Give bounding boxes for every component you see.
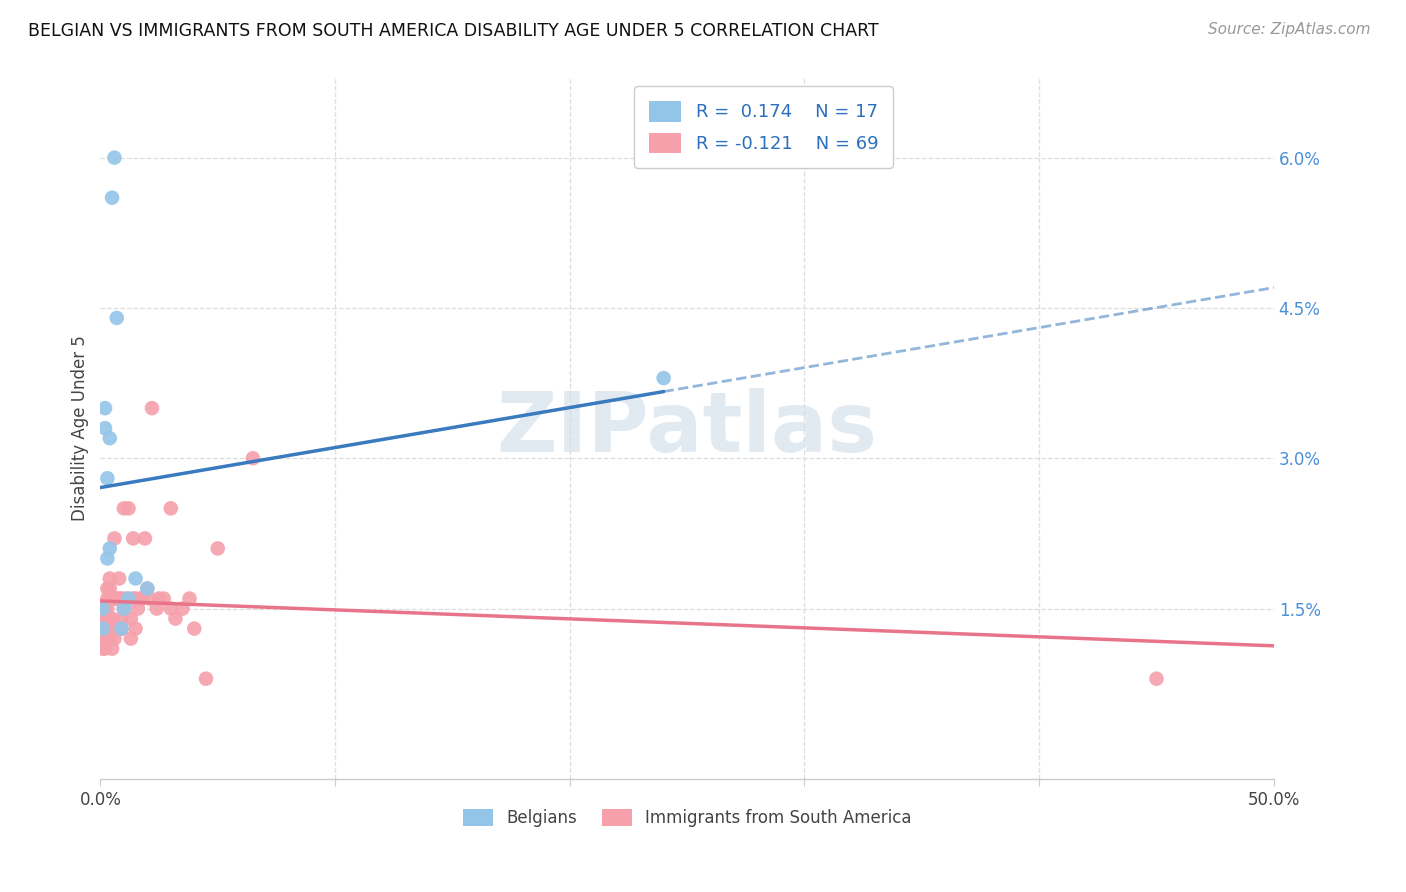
Point [94, 601, 117, 615]
Point [145, 601, 167, 615]
Point [207, 541, 229, 556]
Point [127, 601, 149, 615]
Text: BELGIAN VS IMMIGRANTS FROM SOUTH AMERICA DISABILITY AGE UNDER 5 CORRELATION CHAR: BELGIAN VS IMMIGRANTS FROM SOUTH AMERICA… [28, 22, 879, 40]
Point [103, 151, 125, 165]
Point [98, 591, 121, 606]
Point [96, 551, 118, 566]
Point [98, 541, 121, 556]
Point [94, 622, 117, 636]
Point [1146, 672, 1168, 686]
Point [91, 601, 114, 615]
Text: Source: ZipAtlas.com: Source: ZipAtlas.com [1208, 22, 1371, 37]
Point [103, 532, 125, 546]
Point [110, 611, 132, 625]
Point [117, 591, 139, 606]
Point [105, 591, 128, 606]
Point [131, 591, 153, 606]
Point [91, 641, 114, 656]
Point [94, 622, 117, 636]
Point [101, 641, 124, 656]
Point [94, 641, 117, 656]
Point [136, 582, 159, 596]
Point [652, 371, 675, 385]
Point [120, 611, 142, 625]
Point [101, 191, 124, 205]
Point [179, 591, 201, 606]
Point [183, 622, 205, 636]
Point [108, 622, 131, 636]
Point [96, 591, 118, 606]
Legend: Belgians, Immigrants from South America: Belgians, Immigrants from South America [456, 802, 918, 834]
Point [141, 401, 163, 416]
Point [112, 501, 135, 516]
Point [98, 431, 121, 445]
Point [159, 601, 181, 615]
Point [152, 591, 174, 606]
Point [194, 672, 217, 686]
Point [96, 622, 118, 636]
Point [117, 501, 139, 516]
Point [108, 572, 131, 586]
Point [103, 591, 125, 606]
Point [159, 501, 181, 516]
Point [91, 622, 114, 636]
Y-axis label: Disability Age Under 5: Disability Age Under 5 [72, 335, 89, 521]
Point [91, 622, 114, 636]
Point [91, 632, 114, 646]
Point [98, 572, 121, 586]
Point [103, 632, 125, 646]
Point [94, 611, 117, 625]
Point [165, 611, 187, 625]
Point [120, 632, 142, 646]
Point [136, 582, 159, 596]
Point [124, 572, 146, 586]
Point [110, 622, 132, 636]
Point [122, 591, 145, 606]
Point [124, 622, 146, 636]
Point [96, 582, 118, 596]
Point [91, 622, 114, 636]
Point [172, 601, 194, 615]
Point [98, 632, 121, 646]
Point [94, 632, 117, 646]
Point [105, 622, 128, 636]
Point [110, 622, 132, 636]
Point [112, 601, 135, 615]
Point [103, 591, 125, 606]
Point [96, 611, 118, 625]
Point [108, 591, 131, 606]
Point [138, 591, 160, 606]
Point [94, 401, 117, 416]
Point [122, 532, 145, 546]
Point [98, 582, 121, 596]
Point [91, 632, 114, 646]
Point [101, 611, 124, 625]
Point [96, 471, 118, 485]
Point [101, 622, 124, 636]
Point [96, 601, 118, 615]
Point [115, 591, 138, 606]
Point [94, 421, 117, 435]
Point [134, 532, 156, 546]
Point [110, 591, 132, 606]
Point [98, 622, 121, 636]
Point [129, 591, 152, 606]
Point [105, 310, 128, 325]
Point [148, 591, 170, 606]
Point [91, 622, 114, 636]
Point [96, 622, 118, 636]
Point [124, 591, 146, 606]
Point [112, 601, 135, 615]
Point [242, 451, 264, 466]
Point [91, 611, 114, 625]
Text: ZIPatlas: ZIPatlas [496, 388, 877, 468]
